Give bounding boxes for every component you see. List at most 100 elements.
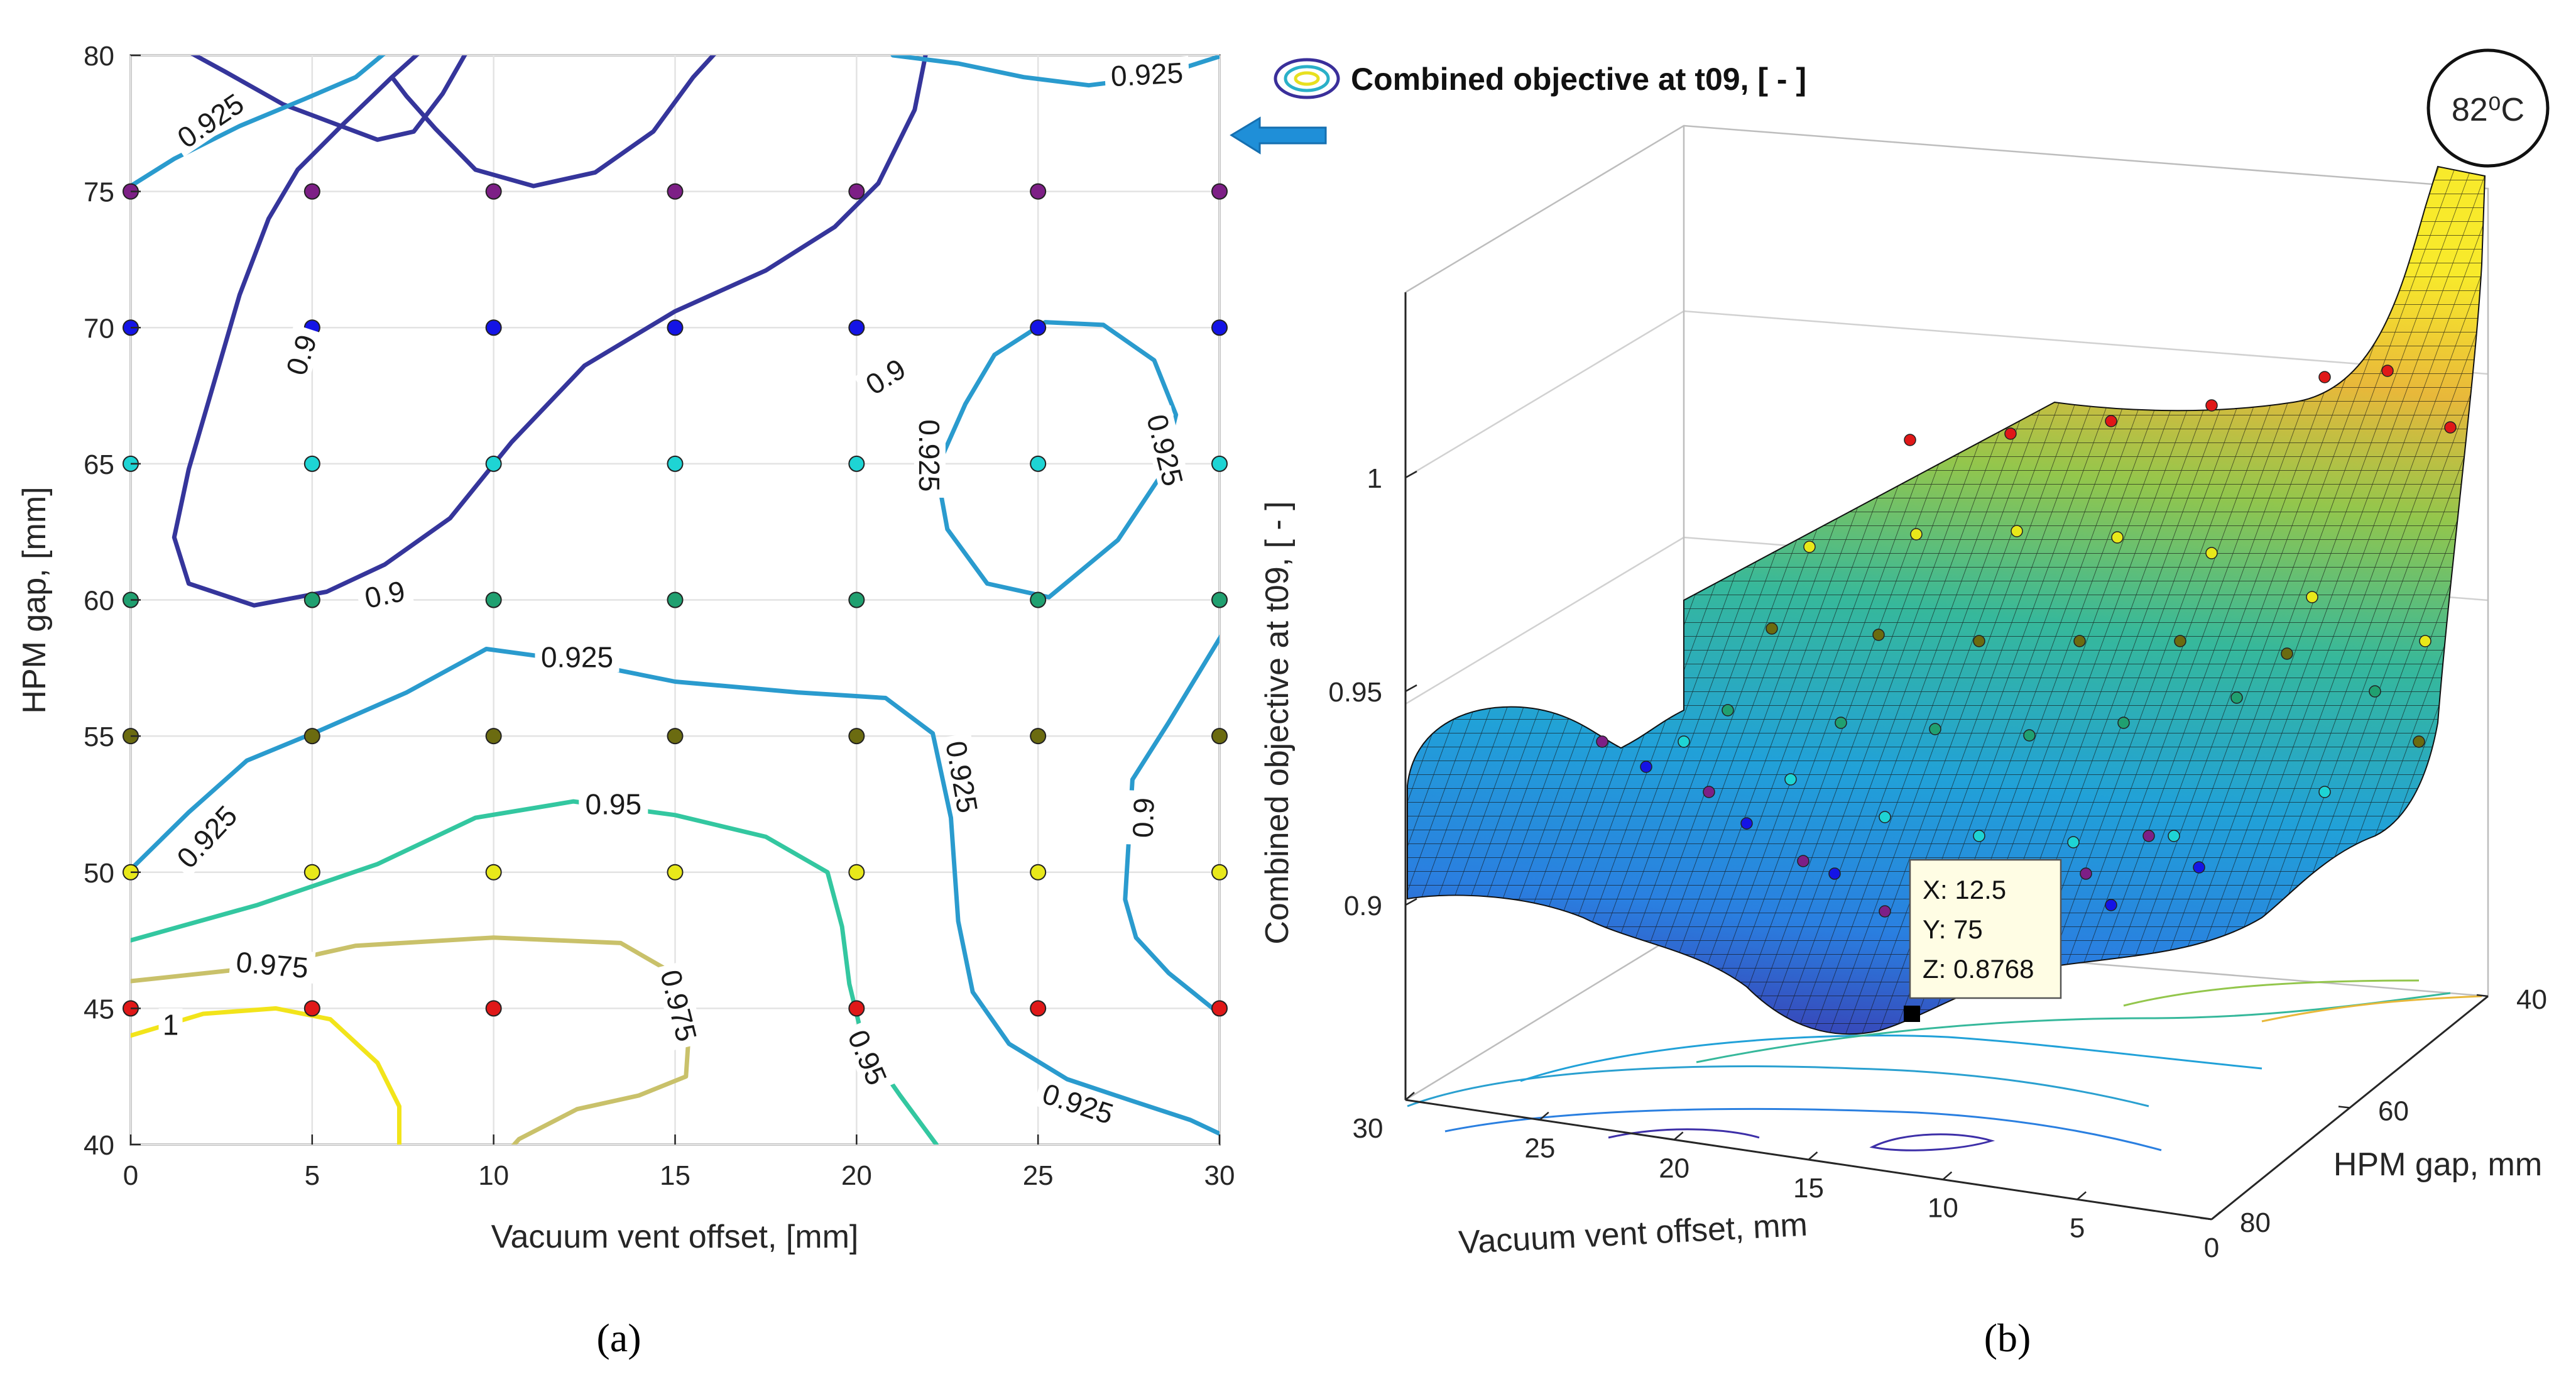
surface-point bbox=[1904, 434, 1916, 446]
sample-point bbox=[485, 728, 502, 745]
x-tick-label-b: 0 bbox=[2204, 1233, 2219, 1263]
surface-point bbox=[1872, 629, 1885, 641]
contour-line-0 bbox=[190, 55, 467, 142]
surface-point bbox=[1803, 541, 1816, 553]
surface-chart-b: Combined objective at t09, [ - ] 82⁰C bbox=[1230, 48, 2550, 1360]
y-tick-label-a: 55 bbox=[84, 722, 114, 752]
surface-point bbox=[2230, 691, 2243, 704]
surface-point bbox=[2413, 735, 2425, 748]
ticks-b: 30 25 20 15 10 5 0 40 60 80 0.9 0.95 1 bbox=[1328, 463, 2547, 1263]
sample-point bbox=[848, 864, 865, 881]
x-axis-label-a: Vacuum vent offset, [mm] bbox=[491, 1219, 859, 1255]
surface-point bbox=[2419, 635, 2431, 647]
sample-point bbox=[848, 591, 865, 608]
sample-point bbox=[667, 864, 684, 881]
x-tick-label-a: 15 bbox=[660, 1160, 690, 1191]
surface-point bbox=[2205, 399, 2218, 412]
sample-point bbox=[848, 455, 865, 472]
surface-point bbox=[2444, 421, 2457, 434]
legend-b: Combined objective at t09, [ - ] bbox=[1274, 58, 1806, 99]
y-axis-label-a: HPM gap, [mm] bbox=[16, 486, 53, 713]
y-tick-label-a: 45 bbox=[84, 994, 114, 1024]
surface-point bbox=[2205, 547, 2218, 559]
x-tick-label-a: 10 bbox=[478, 1160, 509, 1191]
sample-point bbox=[1211, 319, 1228, 336]
surface-point bbox=[2306, 591, 2318, 603]
sample-point bbox=[1030, 1000, 1047, 1017]
svg-text:1: 1 bbox=[163, 1008, 179, 1041]
sample-point bbox=[848, 728, 865, 745]
surface-point bbox=[2073, 635, 2086, 647]
caption-b: (b) bbox=[1984, 1315, 2031, 1360]
sample-point bbox=[667, 455, 684, 472]
contour-label: 0.925 bbox=[913, 413, 946, 498]
surface-sample-points bbox=[1596, 365, 2457, 936]
y-tick-label-a: 40 bbox=[84, 1130, 114, 1161]
contour-line-5 bbox=[131, 647, 1220, 1136]
y-tick-label-a: 65 bbox=[84, 449, 114, 480]
sample-point bbox=[1030, 455, 1047, 472]
z-tick-label-b: 0.95 bbox=[1328, 677, 1382, 708]
surface-point bbox=[1879, 905, 1891, 918]
surface-point bbox=[1784, 773, 1797, 786]
sample-point bbox=[303, 728, 320, 745]
surface-point bbox=[2105, 899, 2117, 911]
surface-point bbox=[1766, 622, 1778, 635]
contour-label: 0.975 bbox=[229, 945, 316, 984]
x-tick-label-a: 25 bbox=[1023, 1160, 1054, 1191]
sample-point bbox=[1211, 183, 1228, 200]
contour-label: 0.95 bbox=[579, 788, 648, 820]
surface-point bbox=[2318, 786, 2331, 798]
sample-point bbox=[485, 319, 502, 336]
datatip-b: X: 12.5 Y: 75 Z: 0.8768 bbox=[1904, 859, 2062, 1022]
sample-point bbox=[303, 455, 320, 472]
sample-point bbox=[303, 1000, 320, 1017]
sample-points-a bbox=[123, 183, 1228, 1017]
svg-text:0.9: 0.9 bbox=[1127, 797, 1160, 838]
surface-b bbox=[1407, 165, 2486, 1035]
x-tick-label-b: 5 bbox=[2070, 1212, 2085, 1243]
y-tick-label-a: 80 bbox=[84, 41, 114, 72]
y-axis-label-b: HPM gap, mm bbox=[2333, 1146, 2542, 1183]
sample-point bbox=[1211, 864, 1228, 881]
sample-point bbox=[303, 591, 320, 608]
sample-point bbox=[1030, 728, 1047, 745]
surface-point bbox=[2105, 415, 2117, 427]
sample-point bbox=[303, 183, 320, 200]
sample-point bbox=[1211, 1000, 1228, 1017]
y-tick-label-b: 40 bbox=[2516, 984, 2547, 1015]
sample-point bbox=[667, 319, 684, 336]
surface-point bbox=[2067, 836, 2080, 849]
surface-point bbox=[1910, 528, 1923, 541]
legend-title-b: Combined objective at t09, [ - ] bbox=[1351, 62, 1806, 97]
contour-line-9 bbox=[131, 1006, 401, 1145]
sample-point bbox=[1030, 319, 1047, 336]
temperature-badge: 82⁰C bbox=[2426, 48, 2550, 168]
surface-point bbox=[1828, 867, 1841, 880]
contour-label: 0.925 bbox=[1104, 55, 1190, 92]
z-tick-label-b: 0.9 bbox=[1344, 891, 1382, 921]
sample-point bbox=[848, 1000, 865, 1017]
surface-point bbox=[2011, 525, 2023, 537]
surface-point bbox=[2142, 830, 2155, 842]
surface-point bbox=[1703, 786, 1715, 798]
blue-arrow-icon bbox=[1230, 116, 1327, 155]
svg-text:Y: 75: Y: 75 bbox=[1923, 914, 1983, 944]
surface-point bbox=[1797, 855, 1809, 867]
surface-point bbox=[1973, 830, 1985, 842]
contour-label: 1 bbox=[158, 1008, 183, 1041]
sample-point bbox=[1211, 591, 1228, 608]
sample-point bbox=[1211, 455, 1228, 472]
contour-line-1 bbox=[172, 55, 928, 608]
svg-text:0.925: 0.925 bbox=[913, 419, 946, 492]
surface-point bbox=[2174, 635, 2186, 647]
x-tick-label-b: 25 bbox=[1524, 1133, 1555, 1164]
sample-point bbox=[485, 591, 502, 608]
z-axis-label-b: Combined objective at t09, [ - ] bbox=[1259, 501, 1296, 944]
sample-point bbox=[667, 728, 684, 745]
y-tick-label-b: 60 bbox=[2378, 1096, 2409, 1127]
surface-point bbox=[2318, 371, 2331, 383]
sample-point bbox=[485, 183, 502, 200]
contour-line-2 bbox=[131, 55, 386, 189]
